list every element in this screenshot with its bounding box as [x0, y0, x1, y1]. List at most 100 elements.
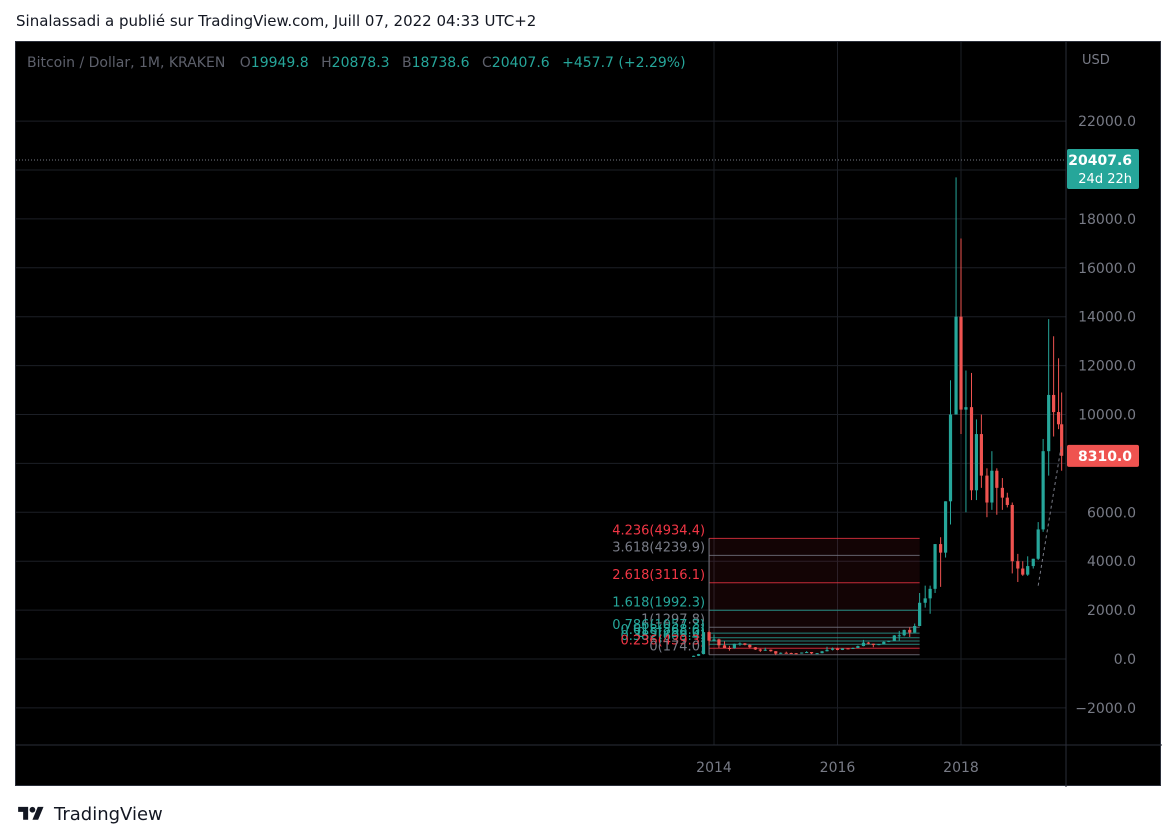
candle-up	[851, 647, 855, 649]
candle-body	[727, 647, 732, 649]
candle-down	[753, 647, 757, 650]
legend-symbol[interactable]: Bitcoin / Dollar, 1M, KRAKEN	[27, 55, 226, 71]
fib-level-label: 4.236(4934.4)	[612, 523, 705, 538]
price-tag-value: 20407.6	[1068, 153, 1132, 169]
candle-down	[717, 638, 721, 648]
legend-close-value: 20407.6	[491, 55, 550, 71]
candle-up	[805, 651, 809, 654]
candle-body	[779, 652, 783, 654]
price-axis-tick: 0.0	[1114, 652, 1136, 668]
candle-body	[738, 643, 742, 645]
candle-down	[995, 468, 999, 515]
candle-down	[1016, 553, 1020, 582]
candle-body	[979, 434, 983, 476]
candle-body	[923, 598, 927, 603]
footer-brand[interactable]: TradingView	[54, 803, 163, 825]
candle-down	[1010, 502, 1014, 574]
candle-down	[774, 651, 778, 656]
candle-body	[1010, 504, 1014, 562]
legend-low-value: 18738.6	[411, 55, 470, 71]
legend-close-label: C	[482, 55, 492, 71]
price-axis-tick: 16000.0	[1078, 261, 1136, 277]
candle-body	[769, 649, 773, 652]
candle-body	[954, 316, 958, 415]
candle-body	[696, 654, 701, 656]
candle-body	[866, 642, 870, 644]
price-tag: 8310.0	[1067, 444, 1139, 467]
candle-body	[990, 470, 994, 503]
candle-up	[1047, 319, 1051, 476]
candle-down	[979, 414, 983, 488]
candle-down	[939, 537, 943, 587]
price-tag-bg	[1067, 444, 1139, 467]
candle-up	[954, 177, 958, 415]
candle-up	[692, 655, 696, 657]
legend-high-value: 20878.3	[331, 55, 390, 71]
candle-body	[825, 649, 829, 652]
candle-body	[753, 647, 757, 650]
candle-body	[1056, 412, 1061, 425]
time-axis-tick: 2016	[820, 760, 856, 776]
price-axis: USD 22000.0 18000.0 16000.0 14000.0 12000.0 10…	[1067, 53, 1139, 717]
publish-line: Sinalassadi a publié sur TradingView.com…	[16, 12, 537, 30]
candle-body	[985, 475, 989, 503]
candle-body	[1005, 497, 1009, 505]
candle-body	[707, 632, 711, 641]
candle-body	[851, 647, 855, 649]
tradingview-logo-icon[interactable]	[16, 804, 46, 824]
candle-up	[712, 634, 716, 642]
time-axis: 2014 2016 2018	[696, 760, 979, 776]
candle-down	[871, 643, 875, 648]
candle-body	[1047, 394, 1051, 452]
candle-down	[784, 651, 788, 654]
candle-body	[902, 629, 906, 636]
candle-body	[805, 652, 809, 654]
candle-body	[959, 316, 963, 410]
candle-body	[820, 651, 824, 654]
candle-up	[943, 501, 948, 558]
candle-body	[887, 640, 891, 642]
fib-level-label: 2.618(3116.1)	[612, 568, 705, 583]
candle-up	[897, 630, 901, 641]
price-axis-tick: 4000.0	[1087, 554, 1136, 570]
candle-body	[964, 407, 968, 410]
candle-body	[877, 644, 881, 646]
legend-high-label: H	[321, 55, 332, 71]
candle-down	[769, 649, 773, 652]
candle-down	[959, 238, 963, 435]
candle-up	[1026, 556, 1030, 576]
candle-body	[908, 629, 912, 633]
candle-body	[717, 639, 721, 646]
price-tag-value: 8310.0	[1078, 449, 1132, 465]
candle-body	[732, 643, 736, 649]
legend-change: +457.7 (+2.29%)	[562, 55, 686, 71]
candle-up	[913, 623, 917, 633]
candle-up	[882, 641, 886, 645]
candle-down	[794, 653, 798, 655]
fib-level-label: 1.618(1992.3)	[612, 595, 705, 610]
legend-open-value: 19949.8	[250, 55, 309, 71]
candle-body	[1041, 451, 1045, 530]
candle-down	[835, 647, 840, 651]
price-chart[interactable]: 4.236(4934.4) 3.618(4239.9) 2.618(3116.1) 1…	[16, 42, 1162, 787]
candle-body	[882, 641, 886, 645]
candle-up	[856, 645, 860, 649]
fib-level-label: 0.236(439.3)	[620, 633, 705, 648]
candle-down	[985, 468, 989, 518]
candle-body	[969, 407, 974, 491]
candle-body	[692, 655, 696, 657]
fib-level-label: 3.618(4239.9)	[612, 540, 705, 555]
time-axis-tick: 2018	[943, 760, 979, 776]
price-tag-countdown: 24d 22h	[1078, 172, 1132, 187]
candle-body	[701, 632, 706, 655]
candle-body	[861, 642, 866, 647]
candle-down	[846, 648, 850, 650]
candle-up	[1036, 522, 1040, 560]
candle-down	[707, 630, 711, 646]
candle-down	[743, 643, 747, 646]
fib-level-label: 1(1297.8)	[641, 612, 705, 627]
price-axis-tick: 18000.0	[1078, 212, 1136, 228]
chart-legend: Bitcoin / Dollar, 1M, KRAKEN O19949.8 H2…	[27, 55, 686, 71]
chart-frame[interactable]: 4.236(4934.4) 3.618(4239.9) 2.618(3116.1) 1…	[15, 41, 1162, 787]
price-tag: 20407.6 24d 22h	[1067, 149, 1139, 190]
